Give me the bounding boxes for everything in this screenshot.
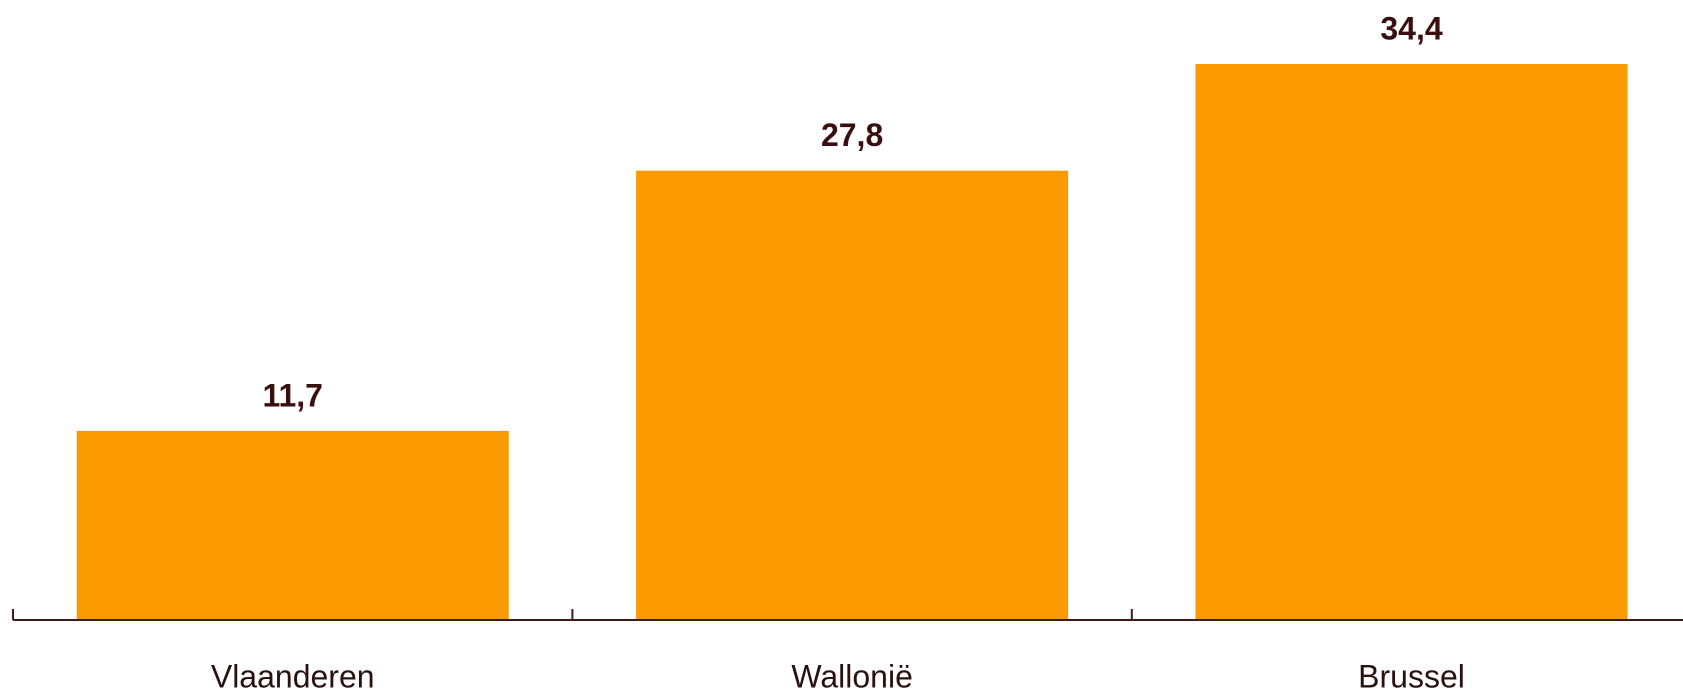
value-label: 27,8 <box>821 117 883 153</box>
value-label: 11,7 <box>262 377 323 413</box>
bar <box>636 170 1069 620</box>
bar <box>76 430 509 620</box>
value-label: 34,4 <box>1380 10 1442 46</box>
x-tick-label: Brussel <box>1358 658 1465 694</box>
x-tick-label: Vlaanderen <box>211 658 375 694</box>
bar <box>1195 64 1628 620</box>
x-tick-label: Wallonië <box>791 658 913 694</box>
